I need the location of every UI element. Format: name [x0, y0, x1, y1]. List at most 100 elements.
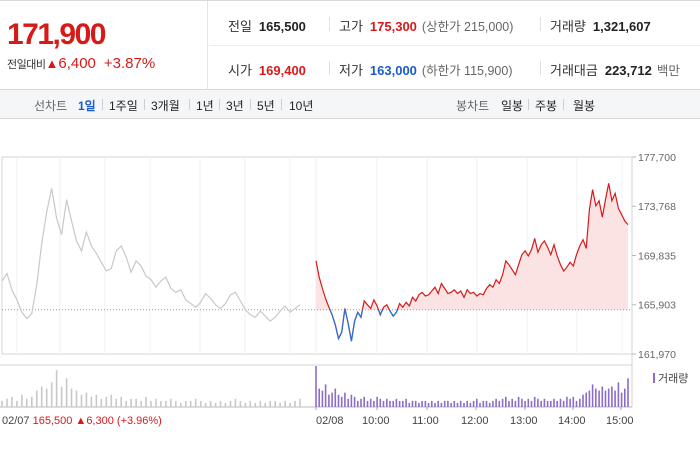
y-tick-label: 173,768 — [638, 201, 676, 213]
tab-monthly-candle[interactable]: 월봉 — [573, 99, 596, 113]
volume-bar — [495, 398, 497, 407]
volume-bar — [6, 398, 8, 407]
volume-bar — [466, 400, 468, 407]
volume-bar — [189, 400, 192, 407]
volume-bar — [16, 400, 18, 407]
volume-bar — [125, 400, 127, 407]
tab-3-years[interactable]: 3년 — [226, 99, 244, 113]
volume-bar — [344, 392, 346, 407]
volume-bar — [21, 394, 23, 407]
x-tick-label: 02/08 — [316, 415, 344, 427]
volume-bar — [546, 400, 549, 407]
prev-day-summary: 02/07 165,500 ▲6,300 (+3.96%) — [2, 415, 162, 427]
up-triangle-icon: ▲ — [45, 56, 59, 71]
y-tick-label: 161,970 — [638, 349, 676, 361]
stat-sub: (상한가 215,000) — [421, 20, 514, 34]
volume-bar — [214, 402, 217, 407]
tab-daily-candle[interactable]: 일봉 — [501, 99, 524, 113]
volume-bar — [40, 386, 43, 407]
volume-bar — [533, 396, 536, 408]
volume-bar — [318, 388, 320, 407]
volume-legend-label: 거래량 — [658, 372, 688, 385]
tab-weekly-candle[interactable]: 주봉 — [535, 99, 558, 113]
divider — [102, 99, 103, 110]
volume-bar — [421, 400, 423, 407]
divider — [209, 45, 700, 46]
volume-bar — [402, 400, 404, 407]
volume-bar — [50, 382, 53, 407]
volume-bar — [517, 396, 520, 408]
volume-bar — [185, 400, 187, 407]
volume-bar — [598, 390, 600, 407]
divider — [329, 61, 330, 75]
volume-bar — [614, 390, 616, 407]
volume-bar — [353, 396, 356, 408]
volume-bar — [340, 396, 343, 408]
volume-bar — [259, 400, 262, 407]
volume-bar — [299, 398, 301, 407]
volume-bar — [453, 400, 456, 407]
volume-bar — [488, 402, 491, 407]
volume-bar — [244, 402, 247, 407]
volume-bar — [398, 400, 401, 407]
x-tick-label: 12:00 — [461, 415, 489, 427]
tab-1-week[interactable]: 1주일 — [109, 99, 138, 113]
volume-bar — [382, 400, 385, 407]
volume-bar — [434, 402, 436, 407]
volume-bar — [219, 400, 222, 407]
tab-1-day[interactable]: 1일 — [78, 99, 96, 113]
tab-3-months[interactable]: 3개월 — [151, 99, 180, 113]
volume-bar — [514, 400, 517, 407]
volume-bar — [386, 398, 388, 407]
x-tick-label: 13:00 — [510, 415, 538, 427]
volume-bar — [331, 392, 333, 407]
volume-bar — [165, 400, 167, 407]
volume-bar — [45, 388, 48, 407]
volume-bar — [569, 398, 571, 407]
volume-bar — [65, 378, 68, 407]
stat-open: 시가 169,400 — [228, 60, 306, 79]
volume-bar — [324, 384, 327, 407]
volume-bar — [363, 396, 365, 408]
divider — [250, 99, 251, 110]
volume-bar — [95, 394, 98, 407]
volume-bar — [414, 400, 417, 407]
volume-bar — [229, 400, 232, 407]
volume-bar — [559, 398, 562, 407]
stat-high: 고가 175,300 (상한가 215,000) — [339, 16, 513, 35]
stat-label: 고가 — [339, 19, 363, 34]
volume-bar — [427, 402, 430, 407]
divider — [528, 99, 529, 110]
volume-bar — [607, 388, 610, 407]
volume-bar — [524, 400, 526, 407]
line-chart-group-label: 선차트 — [34, 99, 68, 113]
volume-bar — [239, 400, 242, 407]
volume-bar — [591, 384, 594, 407]
stat-low: 저가 163,000 (하한가 115,900) — [339, 60, 512, 79]
volume-bar — [1, 400, 3, 407]
volume-bar — [110, 394, 113, 407]
volume-bar — [170, 398, 172, 407]
stat-label: 저가 — [339, 63, 363, 78]
stat-value: 1,321,607 — [592, 19, 651, 34]
tab-10-years[interactable]: 10년 — [289, 99, 314, 113]
volume-bar — [459, 400, 462, 407]
volume-bar — [437, 400, 439, 407]
volume-bar — [224, 402, 227, 407]
volume-bar — [379, 398, 382, 407]
volume-bar — [160, 400, 162, 407]
stat-label: 전일 — [228, 19, 252, 34]
volume-bar — [469, 402, 472, 407]
divider — [189, 99, 190, 110]
volume-bar — [90, 396, 93, 408]
volume-bar — [585, 392, 587, 407]
volume-bar — [347, 398, 349, 407]
y-tick-label: 169,835 — [638, 251, 676, 263]
tab-5-years[interactable]: 5년 — [257, 99, 275, 113]
prev-day-summary-part: 165,500 — [33, 415, 76, 427]
quote-panel: 171,900 전일대비▲6,400 +3.87% 전일 165,500 고가 175… — [0, 0, 700, 90]
volume-bar — [617, 382, 620, 407]
tab-1-year[interactable]: 1년 — [196, 99, 214, 113]
period-tabs: 선차트 1일 1주일 3개월 1년 3년 5년 10년 봉차트 일봉 주봉 월봉 — [0, 90, 700, 119]
prev-day-summary-part: ▲ — [75, 415, 86, 427]
